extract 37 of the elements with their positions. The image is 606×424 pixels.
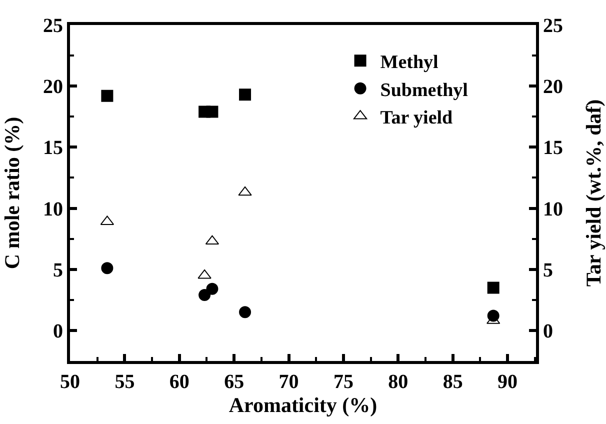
legend-label: Submethyl — [380, 80, 468, 101]
x-tick-label: 65 — [224, 371, 244, 393]
y-tick-label: 5 — [53, 259, 63, 282]
point — [239, 88, 252, 101]
x-axis-title: Aromaticity (%) — [228, 393, 378, 417]
y-tick-label: 15 — [43, 137, 63, 160]
y2-tick-label: 15 — [543, 137, 563, 160]
point — [206, 106, 218, 118]
point — [239, 306, 252, 318]
x-tick-label: 90 — [498, 371, 518, 393]
x-tick-label: 85 — [442, 371, 463, 393]
point — [101, 262, 114, 274]
x-tick-label: 55 — [114, 371, 135, 393]
y2-tick-label: 5 — [543, 259, 553, 282]
y2-tick-label: 0 — [543, 320, 553, 342]
legend-label: Tar yield — [380, 107, 454, 128]
point — [206, 282, 218, 295]
y2-tick-label: 25 — [543, 15, 563, 37]
point — [487, 282, 500, 294]
point — [198, 269, 212, 279]
y-tick-label: 10 — [43, 198, 63, 220]
y-axis-title: C mole ratio (%) — [0, 116, 24, 270]
y2-tick-label: 20 — [543, 76, 563, 98]
y2-axis-title: Tar yield (wt.%, daf) — [582, 99, 606, 287]
x-tick-label: 60 — [169, 371, 190, 393]
point — [101, 90, 114, 102]
x-tick-label: 80 — [388, 371, 408, 393]
point — [198, 289, 211, 302]
x-tick-label: 50 — [60, 371, 80, 393]
y-tick-label: 0 — [53, 320, 63, 342]
point — [238, 186, 252, 196]
y-tick-label: 25 — [43, 15, 63, 37]
y-tick-label: 20 — [43, 76, 63, 98]
legend-label: Methyl — [380, 52, 438, 74]
x-tick-label: 75 — [333, 371, 354, 393]
y2-tick-label: 10 — [543, 198, 563, 220]
x-tick-label: 70 — [278, 371, 299, 393]
